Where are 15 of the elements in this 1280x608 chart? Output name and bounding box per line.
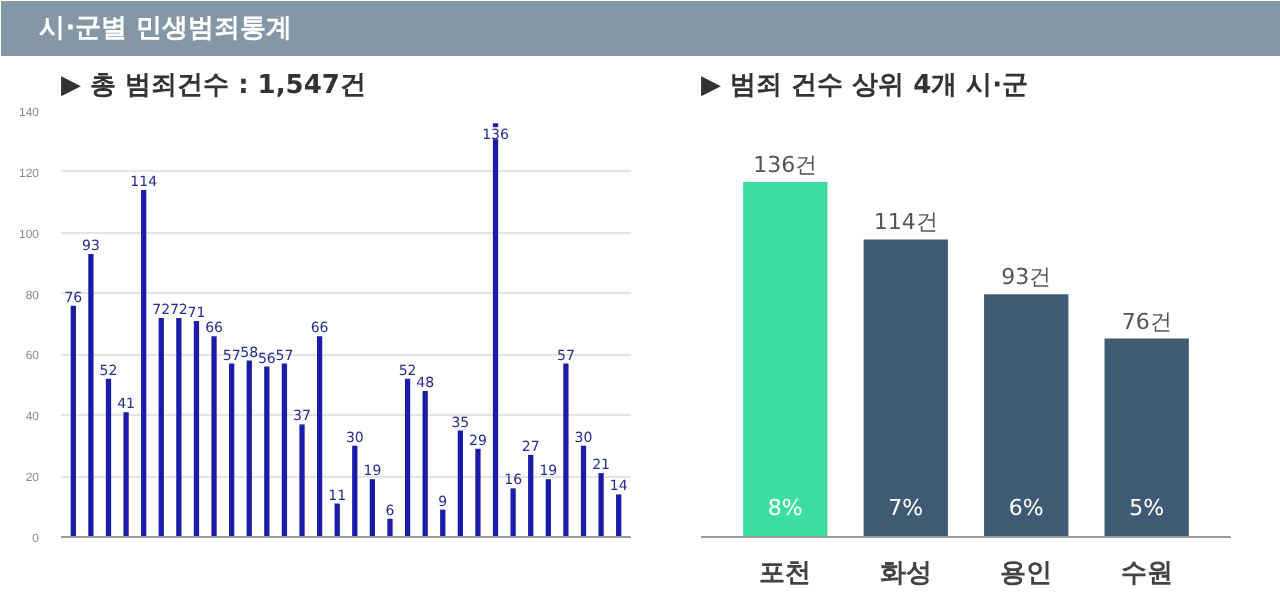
data-label: 114건 — [873, 209, 938, 236]
annotation: 7% — [888, 495, 924, 521]
data-label: 93건 — [1001, 264, 1052, 291]
chart-title: ▶ 범죄 건수 상위 4개 시·군 — [701, 71, 1029, 101]
annotation: 5% — [1129, 495, 1165, 521]
x-tick-label: 용인 — [1000, 559, 1053, 589]
data-label: 136건 — [753, 152, 818, 178]
annotation: 6% — [1008, 495, 1044, 521]
text: 시·군별 민생범죄통계 — [39, 14, 293, 44]
annotation: 8% — [767, 495, 803, 521]
data-label: 76건 — [1121, 308, 1172, 335]
chart-title: ▶ 총 범죄건수 : 1,547건 — [61, 71, 366, 101]
x-tick-label: 화성 — [879, 559, 932, 589]
x-tick-label: 수원 — [1120, 559, 1173, 589]
x-tick-label: 포천 — [759, 559, 812, 589]
